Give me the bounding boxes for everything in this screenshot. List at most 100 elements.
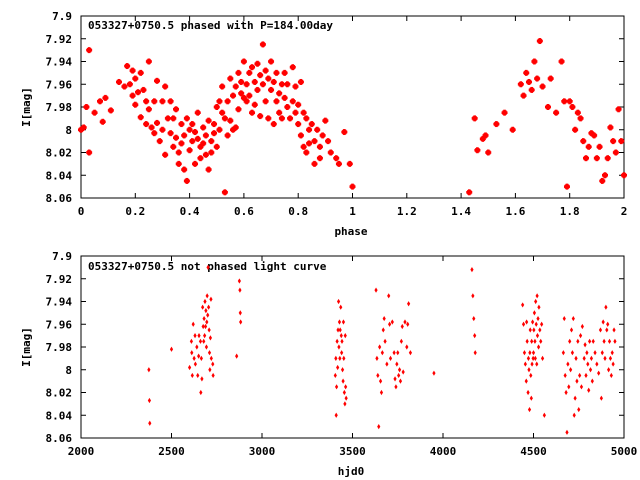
data-point (159, 126, 166, 133)
data-point (262, 98, 269, 105)
data-point (398, 378, 403, 384)
x-tick-label: 3500 (339, 445, 366, 458)
x-tick-label: 3000 (249, 445, 276, 458)
data-point (605, 327, 609, 333)
data-point (238, 287, 242, 293)
x-tick-label: 4000 (430, 445, 457, 458)
data-point (599, 395, 603, 401)
data-point (206, 264, 210, 270)
data-point (544, 104, 551, 110)
data-point (206, 312, 210, 318)
data-point (116, 78, 123, 85)
data-point (401, 369, 405, 375)
data-point (335, 160, 342, 167)
data-point (83, 104, 90, 110)
y-tick-label: 7.96 (46, 78, 73, 91)
data-point (235, 106, 242, 113)
data-point (178, 121, 185, 128)
data-point (156, 138, 163, 145)
x-tick-label: 0.6 (234, 205, 254, 218)
data-point (194, 135, 201, 142)
data-point (227, 117, 234, 124)
data-point (202, 315, 206, 322)
data-point (235, 353, 239, 359)
data-point (526, 355, 531, 361)
data-point (240, 58, 247, 65)
data-point (287, 115, 294, 122)
data-point (284, 81, 291, 88)
data-point (378, 378, 383, 384)
y-tick-label: 7.96 (46, 318, 73, 331)
data-point (383, 338, 387, 344)
data-point (588, 338, 592, 344)
data-point (246, 69, 253, 76)
data-point (211, 130, 218, 137)
data-point (337, 319, 342, 325)
data-point (278, 81, 285, 88)
data-point (536, 315, 540, 322)
data-point (257, 113, 264, 120)
data-point (574, 355, 578, 361)
data-point (533, 355, 537, 361)
data-point (604, 304, 608, 310)
data-point (558, 58, 565, 65)
data-point (191, 321, 195, 327)
data-point (607, 338, 612, 344)
data-point (399, 338, 403, 344)
y-tick-label: 8 (65, 364, 72, 377)
data-point (589, 355, 594, 361)
data-point (482, 132, 489, 139)
data-point (147, 397, 152, 404)
data-point (86, 149, 93, 156)
data-point (183, 115, 190, 122)
data-point (199, 355, 203, 361)
data-point (597, 370, 601, 376)
data-point (192, 129, 199, 136)
data-point (567, 384, 571, 390)
x-tick-label: 1.6 (505, 205, 525, 218)
data-point (205, 293, 209, 299)
data-point (154, 77, 161, 84)
data-point (145, 58, 152, 65)
data-point (325, 138, 332, 145)
data-point (154, 119, 161, 126)
data-point (208, 335, 213, 341)
data-point (525, 78, 532, 85)
data-point (563, 372, 567, 379)
data-point (501, 109, 508, 116)
data-point (534, 75, 541, 82)
data-point (257, 72, 264, 79)
data-point (533, 338, 537, 344)
data-point (547, 75, 554, 82)
data-point (297, 78, 304, 85)
data-point (473, 333, 477, 339)
data-point (470, 267, 474, 273)
data-point (292, 109, 299, 116)
x-axis-label: phase (334, 225, 367, 238)
data-point (385, 361, 389, 367)
data-point (162, 83, 169, 90)
data-point (292, 83, 299, 90)
data-point (80, 124, 87, 131)
data-point (536, 344, 541, 350)
data-point (147, 367, 151, 373)
data-point (102, 94, 109, 101)
data-point (132, 101, 139, 108)
data-point (595, 361, 599, 367)
data-point (525, 319, 529, 325)
x-axis-label: hjd0 (338, 465, 365, 478)
data-point (342, 389, 346, 396)
phased-light-curve-chart: 053327+0750.5 phased with P=184.00day ph… (20, 10, 627, 238)
data-point (379, 389, 384, 396)
data-point (336, 364, 340, 371)
data-point (335, 338, 339, 344)
data-point (400, 323, 404, 330)
data-point (193, 361, 197, 367)
data-point (520, 92, 527, 99)
data-point (530, 361, 534, 367)
data-point (281, 69, 288, 76)
data-point (517, 81, 524, 88)
data-point (183, 177, 190, 184)
y-tick-label: 8.04 (46, 409, 73, 422)
data-point (268, 86, 275, 93)
